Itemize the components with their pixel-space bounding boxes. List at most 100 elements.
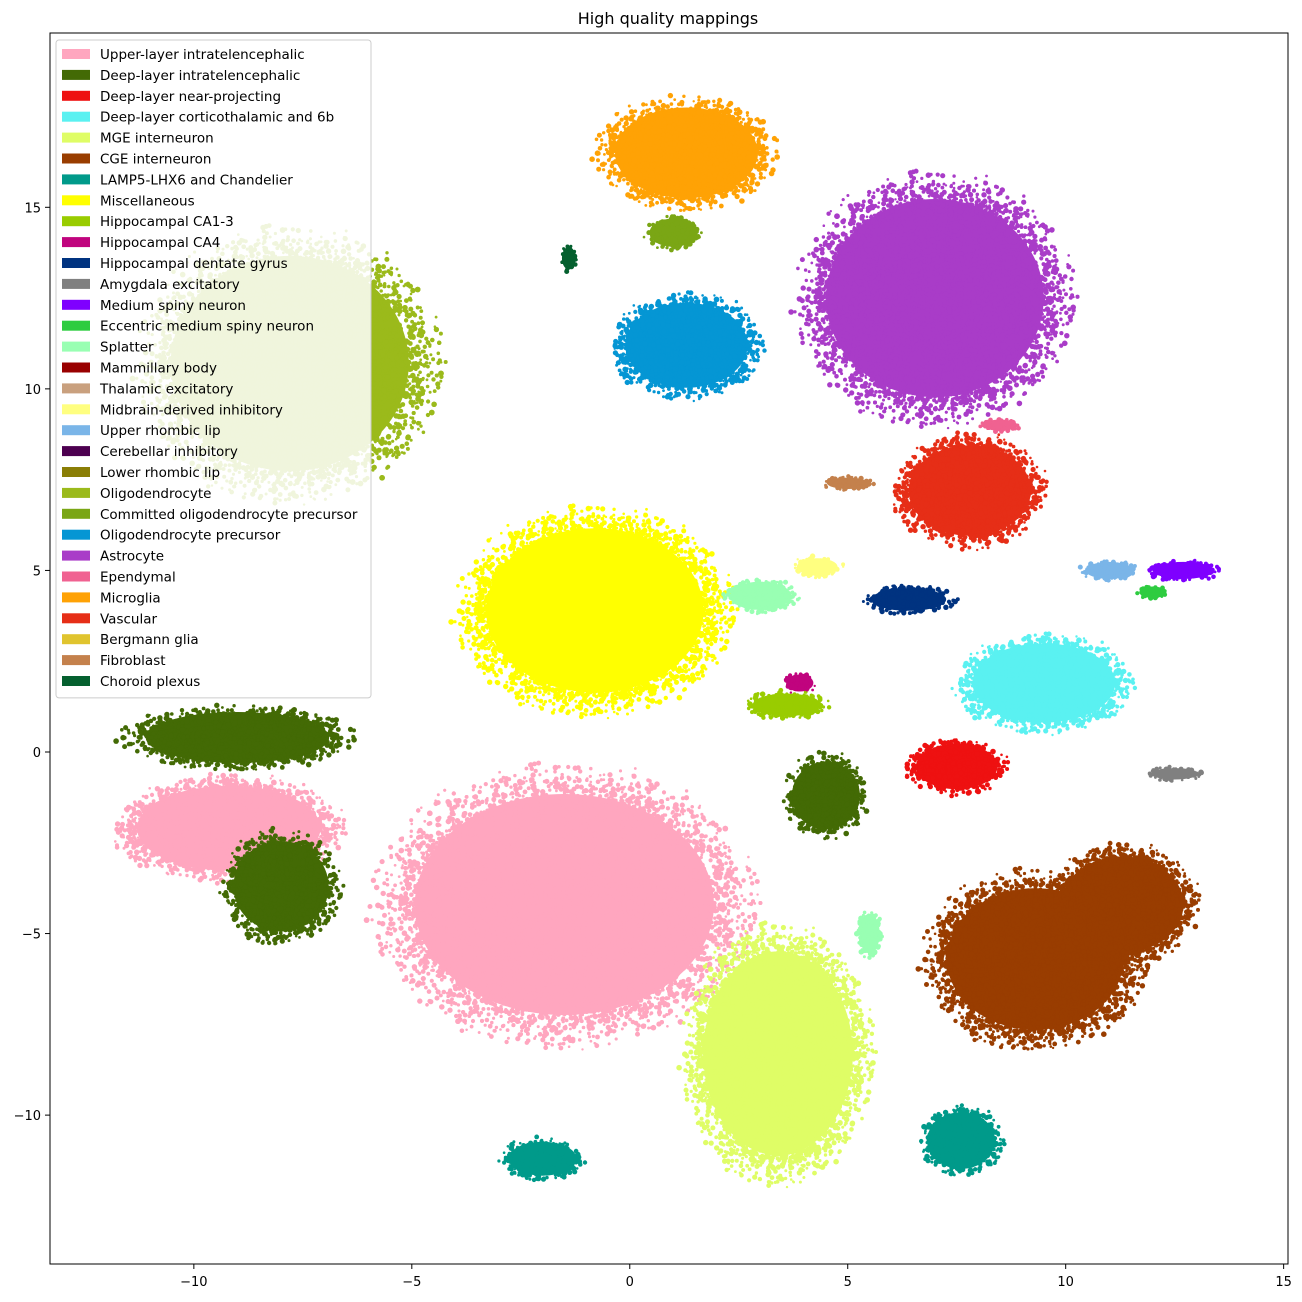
point [595, 832, 598, 835]
point [434, 995, 440, 1001]
point [444, 829, 449, 833]
point [650, 878, 653, 882]
cluster-upper-layer-intratelencephalic-1 [363, 760, 763, 1051]
point [675, 1014, 678, 1018]
point [631, 931, 635, 935]
point [390, 873, 393, 877]
point [451, 791, 456, 796]
point [520, 1029, 524, 1033]
point [380, 952, 385, 957]
point [513, 773, 517, 778]
point [385, 941, 389, 944]
point [526, 786, 531, 791]
point [606, 1025, 610, 1029]
point [727, 845, 731, 849]
point [571, 862, 574, 865]
point [615, 787, 621, 793]
point [450, 1004, 453, 1007]
point [525, 1031, 530, 1036]
point [431, 965, 434, 968]
series-upper-layer-intratelencephalic [114, 760, 763, 1051]
point [445, 863, 450, 868]
point [551, 987, 554, 990]
point [376, 868, 381, 872]
point [374, 885, 380, 890]
point [598, 794, 603, 799]
point [397, 875, 401, 878]
point [418, 931, 421, 935]
point [644, 786, 650, 791]
point [584, 1009, 589, 1015]
point [397, 916, 402, 921]
point [523, 997, 527, 1001]
point [626, 851, 629, 854]
point [756, 893, 759, 896]
point [429, 978, 434, 983]
point [647, 1026, 651, 1030]
point [748, 875, 753, 880]
point [512, 814, 517, 818]
point [599, 1030, 604, 1034]
point [618, 991, 623, 996]
point [532, 822, 538, 829]
point [509, 793, 512, 796]
point [467, 990, 471, 993]
point [635, 1027, 640, 1032]
point [754, 879, 760, 884]
point [552, 764, 559, 771]
point [483, 782, 488, 787]
point [521, 1001, 525, 1005]
point [543, 1045, 549, 1051]
point [433, 964, 436, 967]
point [505, 1028, 510, 1032]
point [566, 934, 569, 938]
point [708, 858, 713, 863]
point [646, 894, 650, 898]
point [489, 908, 493, 913]
point [646, 933, 651, 939]
point [616, 845, 620, 849]
chart-title: High quality mappings [578, 9, 758, 28]
point [747, 855, 750, 859]
point [560, 883, 563, 887]
point [722, 947, 727, 952]
point [507, 949, 511, 952]
point [701, 925, 705, 929]
point [607, 962, 611, 967]
point [427, 905, 432, 910]
point [388, 844, 394, 850]
point [598, 774, 602, 777]
point [750, 881, 755, 886]
point [425, 1003, 429, 1007]
point [681, 1005, 686, 1009]
point [427, 900, 430, 904]
point [724, 861, 728, 865]
point [747, 914, 752, 919]
point [661, 790, 667, 795]
point [597, 935, 602, 940]
point [724, 915, 728, 918]
point [704, 834, 708, 838]
point [391, 888, 395, 892]
point [398, 954, 402, 958]
point [706, 875, 711, 879]
point [530, 975, 535, 980]
point [383, 944, 389, 950]
point [662, 864, 667, 869]
point [609, 847, 613, 851]
point [691, 987, 695, 991]
point [702, 839, 706, 842]
point [679, 875, 684, 880]
point [367, 904, 373, 909]
point [561, 1041, 566, 1046]
point [617, 996, 623, 1002]
point [612, 984, 615, 987]
point [445, 833, 449, 838]
point [471, 842, 476, 847]
point [504, 782, 509, 788]
point [555, 903, 559, 907]
point [723, 851, 727, 855]
point [409, 818, 414, 823]
point [398, 925, 404, 931]
point [565, 797, 571, 802]
